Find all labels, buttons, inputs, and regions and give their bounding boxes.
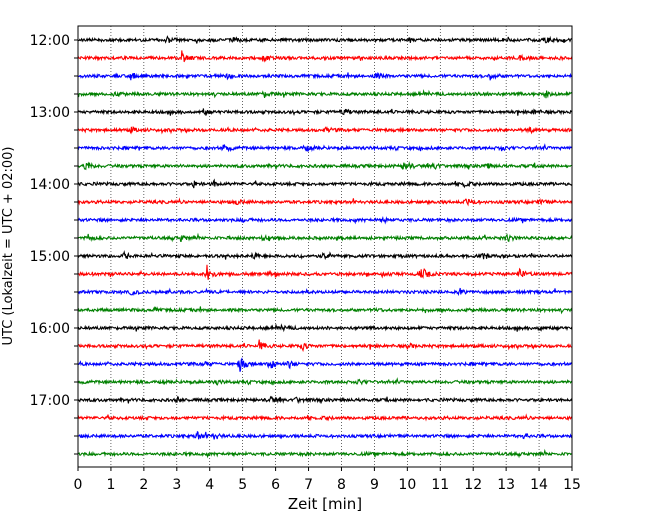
trace-1200 (77, 35, 572, 44)
x-tick-label: 1 (106, 477, 115, 493)
trace-1315 (77, 125, 573, 135)
trace-1400 (77, 178, 573, 189)
x-axis-label: Zeit [min] (288, 495, 362, 513)
x-axis-ticks: 0 1 2 3 4 5 6 7 8 9 10 11 12 13 14 15 (74, 467, 581, 493)
x-tick-label: 13 (497, 477, 515, 493)
trace-1500 (77, 250, 573, 261)
x-tick-label: 9 (370, 477, 379, 493)
trace-1615 (77, 339, 573, 353)
x-tick-label: 2 (139, 477, 148, 493)
trace-1345 (77, 160, 572, 171)
x-tick-label: 11 (431, 477, 449, 493)
x-tick-label: 12 (464, 477, 482, 493)
y-tick-label: 14:00 (30, 177, 70, 193)
seismic-traces (77, 35, 573, 459)
x-tick-label: 14 (530, 477, 548, 493)
y-tick-label: 12:00 (30, 33, 70, 49)
trace-1715 (77, 413, 572, 422)
trace-1645 (77, 377, 573, 386)
y-tick-label: 17:00 (30, 393, 70, 409)
x-tick-label: 3 (172, 477, 181, 493)
trace-1545 (77, 306, 573, 315)
y-tick-label: 13:00 (30, 105, 70, 121)
plot-background (78, 26, 572, 467)
trace-1700 (77, 395, 573, 405)
y-axis-ticks: 12:00 13:00 14:00 15:00 16:00 17:00 (30, 33, 78, 455)
plot-frame (77, 25, 573, 468)
y-tick-label: 15:00 (30, 249, 70, 265)
y-axis-label: UTC (Lokalzeit = UTC + 02:00) (1, 147, 16, 346)
trace-1415 (77, 197, 573, 207)
x-tick-label: 15 (563, 477, 581, 493)
trace-1730 (77, 430, 573, 440)
x-tick-label: 5 (238, 477, 247, 493)
trace-1430 (77, 216, 573, 225)
trace-1245 (77, 88, 573, 99)
x-tick-label: 10 (398, 477, 416, 493)
trace-1330 (77, 143, 573, 153)
x-tick-label: 7 (304, 477, 313, 493)
trace-1515 (77, 264, 573, 280)
trace-1215 (77, 50, 573, 63)
trace-1600 (77, 322, 573, 333)
x-tick-label: 8 (337, 477, 346, 493)
trace-1300 (77, 108, 573, 117)
y-tick-label: 16:00 (30, 321, 70, 337)
x-tick-label: 4 (205, 477, 214, 493)
trace-1230 (77, 71, 572, 81)
trace-1530 (77, 287, 573, 297)
trace-1445 (77, 232, 573, 243)
trace-1630 (77, 357, 573, 372)
trace-1745 (77, 448, 573, 459)
x-tick-label: 6 (271, 477, 280, 493)
x-tick-label: 0 (74, 477, 83, 493)
